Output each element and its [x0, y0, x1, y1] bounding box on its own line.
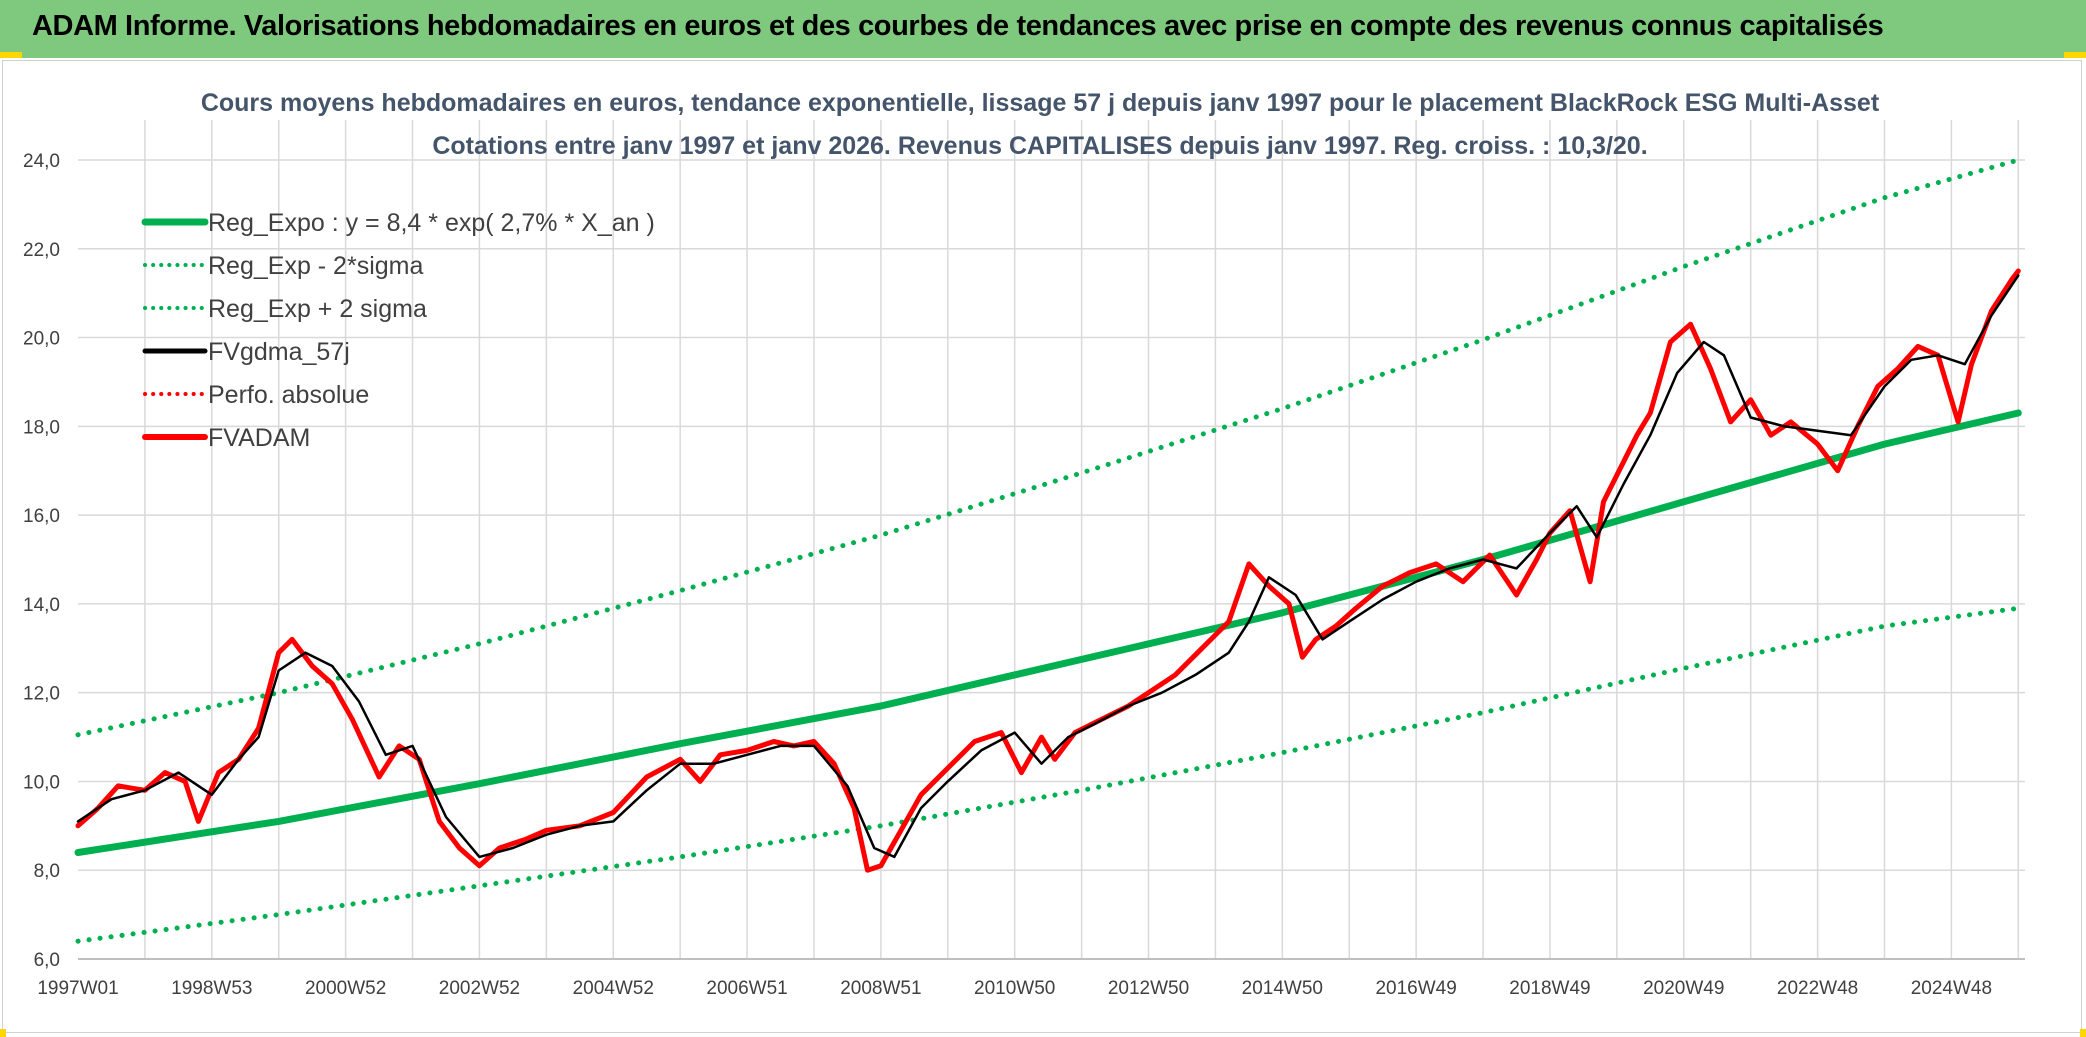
- y-tick-label: 18,0: [23, 417, 60, 438]
- x-tick-label: 2006W51: [706, 978, 787, 999]
- x-tick-label: 1997W01: [37, 978, 118, 999]
- chart-subtitle: Cotations entre janv 1997 et janv 2026. …: [432, 132, 1647, 160]
- x-tick-label: 2014W50: [1242, 978, 1323, 999]
- accent-corner-right: [2080, 1029, 2086, 1037]
- report-title: ADAM Informe. Valorisations hebdomadaire…: [32, 10, 1884, 42]
- x-tick-label: 2000W52: [305, 978, 386, 999]
- legend-label: Reg_Exp + 2 sigma: [208, 295, 427, 323]
- y-tick-label: 8,0: [34, 861, 60, 882]
- series-line-1: [75, 605, 2021, 944]
- x-tick-label: 2002W52: [439, 978, 520, 999]
- x-tick-label: 2024W48: [1911, 978, 1992, 999]
- legend-label: FVgdma_57j: [208, 338, 350, 366]
- legend: Reg_Expo : y = 8,4 * exp( 2,7% * X_an ) R…: [141, 209, 655, 452]
- gridlines: [78, 120, 2025, 959]
- legend-label: FVADAM: [208, 424, 310, 452]
- y-tick-label: 10,0: [23, 772, 60, 793]
- y-tick-label: 16,0: [23, 506, 60, 527]
- x-tick-label: 2018W49: [1509, 978, 1590, 999]
- report-header: ADAM Informe. Valorisations hebdomadaire…: [0, 0, 2086, 58]
- series-lines: [74, 157, 2022, 944]
- x-tick-label: 1998W53: [171, 978, 252, 999]
- series-line-2: [75, 157, 2021, 738]
- tick-labels: 6,0 8,0 10,0 12,0 14,0 16,0 18,0 20,0 22,0 24,0 19…: [23, 151, 1992, 999]
- y-tick-label: 14,0: [23, 595, 60, 616]
- x-tick-label: 2012W50: [1108, 978, 1189, 999]
- y-tick-label: 12,0: [23, 684, 60, 705]
- y-tick-label: 20,0: [23, 329, 60, 350]
- legend-label: Reg_Exp - 2*sigma: [208, 252, 423, 280]
- accent-bar-left: [0, 52, 22, 58]
- accent-bar-right: [2064, 52, 2086, 58]
- x-tick-label: 2010W50: [974, 978, 1055, 999]
- chart-title: Cours moyens hebdomadaires en euros, ten…: [201, 89, 1880, 117]
- legend-label: Perfo. absolue: [208, 381, 369, 409]
- accent-corner-left: [0, 1029, 6, 1037]
- y-tick-label: 22,0: [23, 240, 60, 261]
- x-tick-label: 2008W51: [840, 978, 921, 999]
- x-tick-label: 2016W49: [1375, 978, 1456, 999]
- x-tick-label: 2022W48: [1777, 978, 1858, 999]
- y-tick-label: 6,0: [34, 950, 60, 971]
- series-line-3: [76, 274, 2020, 859]
- y-tick-label: 24,0: [23, 151, 60, 172]
- x-tick-label: 2020W49: [1643, 978, 1724, 999]
- legend-label: Reg_Expo : y = 8,4 * exp( 2,7% * X_an ): [208, 209, 655, 237]
- series-line-0: [74, 409, 2022, 856]
- x-tick-label: 2004W52: [573, 978, 654, 999]
